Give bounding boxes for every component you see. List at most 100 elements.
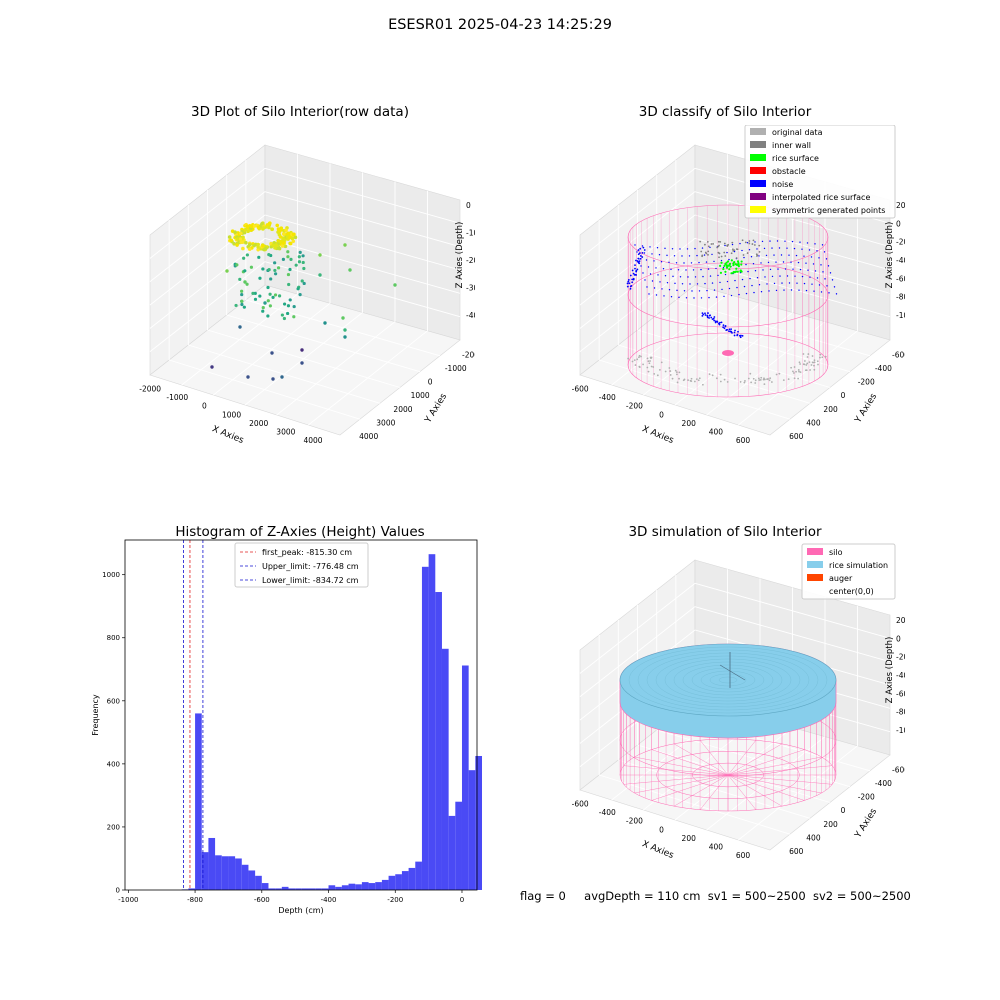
p2-point-noise [649,273,652,275]
p1-ztick: -4000 [466,311,475,320]
histogram-bar [335,886,342,890]
p2-point-noise [782,261,785,263]
p2-point-noise [795,254,798,257]
p2-point-original [687,379,690,382]
p2-point-noise [751,284,753,287]
p1-ytick: -1000 [445,364,467,373]
p2-point-noise [666,254,668,257]
p2-point-noise [794,275,796,277]
p1-point [249,265,254,269]
p2-point-noise [806,242,809,244]
p2-point-noise [661,288,663,290]
p4-ytick: -600 [892,766,905,775]
p2-point-original [817,363,819,366]
p2-point-noise [647,266,650,268]
p2-point-noise [641,252,644,254]
p2-point-noise [807,269,809,271]
p2-point-wall [735,248,738,251]
p1-xtick: 3000 [276,427,295,436]
p1-point [244,240,248,245]
p2-point-noise [722,266,725,269]
p2-legend-swatch [750,154,766,161]
p1-point [238,325,242,329]
p1-point [258,294,262,298]
p1-point [300,361,304,365]
p2-point-noise [636,268,639,271]
p2-legend-label: original data [772,128,823,137]
p2-point-noise [703,254,706,256]
p1-point [301,260,305,265]
p2-point-noise [631,281,634,284]
p2-point-original [813,368,816,371]
p2-point-original [642,363,644,366]
p2-point-noise [676,289,678,292]
p2-point-noise [728,328,731,331]
p2-legend-swatch [750,206,766,213]
p2-point-noise [707,268,710,270]
p2-point-noise [664,275,667,277]
p2-point-noise [722,324,725,327]
histogram-bar [348,883,356,890]
p2-point-noise [634,267,636,270]
p2-point-noise [743,285,746,288]
p2-point-noise [657,274,659,276]
p2-point-original [656,374,659,377]
p2-point-original [646,366,649,369]
p2-point-original [792,370,794,373]
p3-legend-label: Lower_limit: -834.72 cm [262,576,359,585]
p2-point-noise [786,247,788,249]
p4-ytick: 600 [789,847,804,856]
p1-point [291,239,296,244]
p2-point-noise [813,290,815,292]
p2-point-noise [673,255,676,257]
p2-point-noise [758,284,761,286]
p2-point-noise [709,246,711,249]
p2-ytick: 400 [806,418,821,427]
p2-point-noise [655,294,658,296]
p1-point [302,266,306,271]
p2-legend-swatch [750,167,766,174]
p2-point-original [708,373,711,376]
p2-point-noise [731,243,734,246]
p2-point-original [819,353,822,356]
p1-point [291,232,296,237]
p2-point-rice [728,263,731,267]
p2-point-original [743,381,746,384]
p2-point-noise [769,268,772,271]
p2-point-noise [712,317,715,320]
p2-point-noise [756,277,759,279]
p1-point [277,294,282,298]
p2-point-noise [796,282,798,284]
p3-ytick: 0 [116,887,120,895]
p2-point-noise [693,297,695,299]
p2-point-noise [791,240,794,243]
p2-point-rice [729,265,732,268]
p4-legend-swatch [807,548,823,555]
p4-legend: silo rice simulation auger center(0,0) [801,543,896,600]
p1-point [393,283,397,287]
p1-point [233,230,237,234]
p2-point-noise [629,274,632,277]
p1-point [273,293,278,297]
p2-point-original [775,373,778,376]
histogram-bar [321,888,329,890]
p2-point-noise [824,278,826,280]
p2-ytick: 200 [823,405,838,414]
p1-point [268,221,272,225]
p2-point-noise [733,250,736,253]
p4-ztick: 200 [896,616,905,625]
p2-point-noise [700,268,702,271]
p2-point-original [734,377,736,380]
p2-point-rice [725,266,729,269]
p1-point [261,309,265,313]
p2-point-original [763,383,766,385]
p2-point-noise [721,288,723,291]
p2-point-noise [723,327,726,330]
p2-point-original [638,354,641,357]
p2-point-noise [691,290,693,292]
p2-point-noise [698,290,701,292]
p2-point-noise [818,257,820,259]
p2-point-original [805,369,808,372]
p2-point-noise [741,249,743,252]
p2-point-original [647,370,650,373]
